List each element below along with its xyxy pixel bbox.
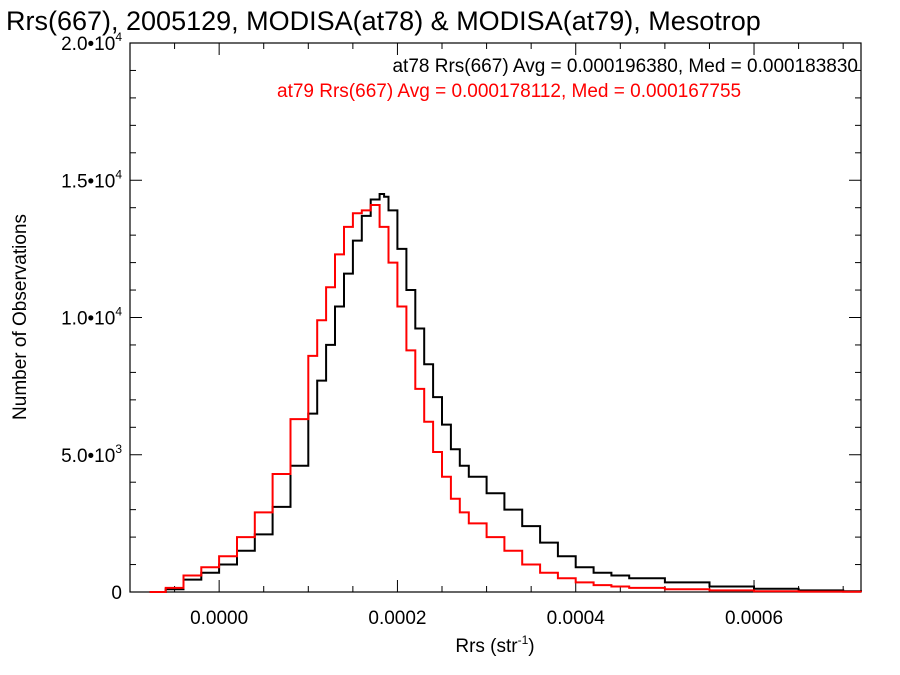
x-axis-label: Rrs (str-1) [455,633,534,657]
series-line-at79 [149,204,862,593]
x-axis-label-main: Rrs (str [455,636,518,657]
y-tick-label: 1.5•104 [61,167,122,192]
x-axis-label-superscript: -1 [518,633,529,647]
series-line-at78 [149,193,862,593]
y-tick-label: 0 [111,583,122,604]
plot-frame [129,42,862,593]
legend-stats-at78: at78 Rrs(667) Avg = 0.000196380, Med = 0… [392,56,858,77]
y-axis-label: Number of Observations [10,214,31,420]
y-tick-label: 2.0•104 [61,30,122,55]
y-tick-label: 1.0•104 [61,305,122,330]
x-tick-label: 0.0006 [725,608,783,629]
legend-stats-at79: at79 Rrs(667) Avg = 0.000178112, Med = 0… [277,81,741,102]
y-tick-label: 5.0•103 [61,442,122,467]
x-axis-ticks: 0.0000 0.0002 0.0004 0.0006 [129,43,844,629]
x-tick-label: 0.0002 [368,608,426,629]
x-tick-label: 0.0000 [190,608,248,629]
y-axis-ticks: 0 5.0•103 1.0•104 1.5•104 2.0•104 [61,30,861,604]
series-group [149,193,862,593]
x-axis-label-tail: ) [528,636,534,657]
x-tick-label: 0.0004 [547,608,606,629]
chart-title: Rrs(667), 2005129, MODISA(at78) & MODISA… [6,6,761,36]
plot-area-border [129,42,862,593]
